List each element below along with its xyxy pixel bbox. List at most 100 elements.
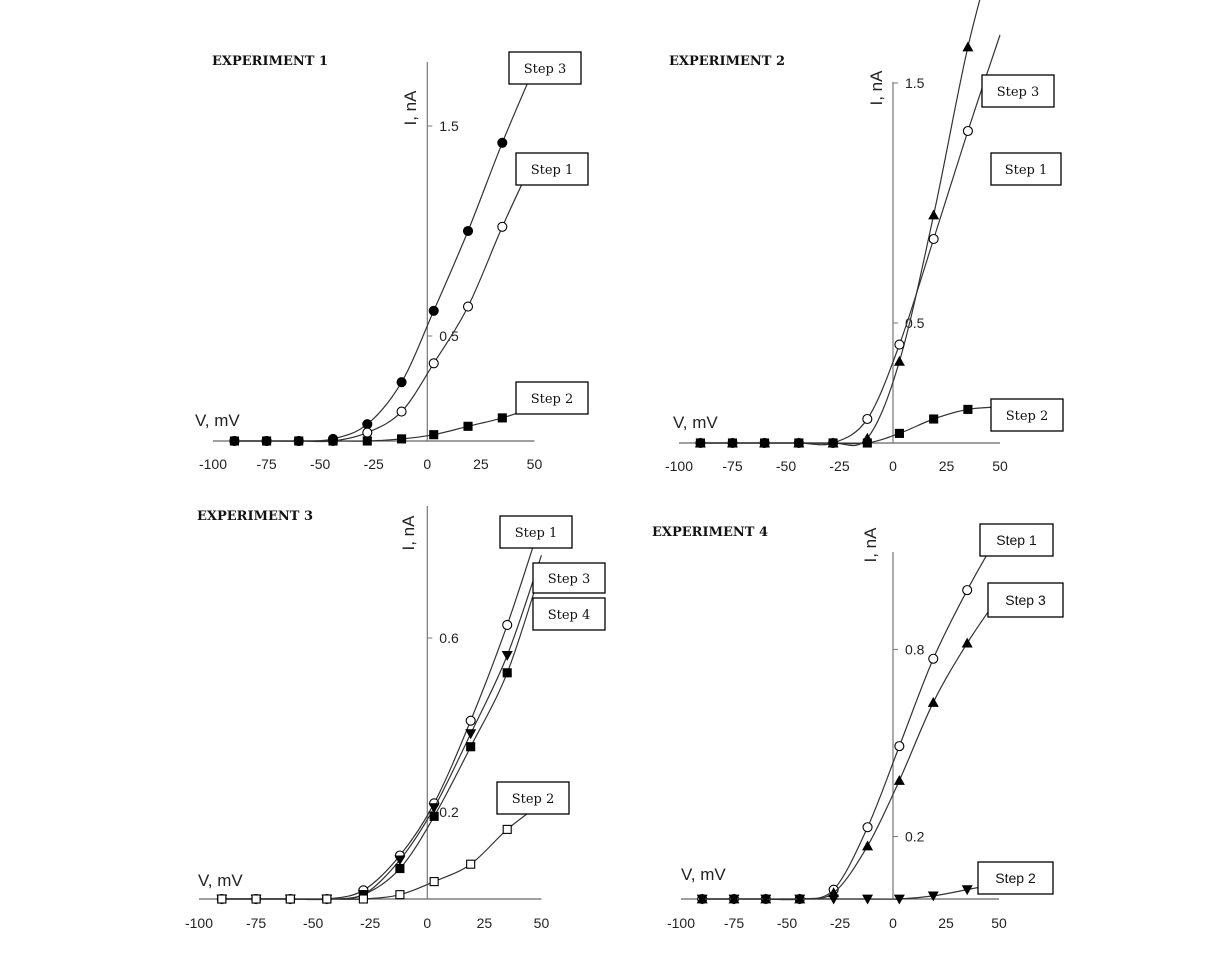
data-point <box>428 803 440 814</box>
data-point <box>927 696 939 707</box>
y-tick-label: 0.2 <box>905 829 925 845</box>
data-point <box>928 209 940 220</box>
y-tick-label: 0.2 <box>439 804 459 820</box>
step-label-frame <box>977 861 1054 895</box>
chart-panel-2: EXPERIMENT 2-100 -75 -50 -25 0 25 500.51.5I, n… <box>665 0 1064 474</box>
data-point <box>497 137 508 148</box>
step-label-box: Step 4 <box>532 597 606 631</box>
y-axis-label: I, nA <box>399 515 418 551</box>
x-tick-label: -25 <box>360 915 380 931</box>
step-label-text: Step 1 <box>1005 163 1048 178</box>
data-point <box>322 894 332 904</box>
data-point <box>397 434 407 444</box>
data-point <box>285 894 295 904</box>
data-point <box>428 305 439 316</box>
step-label-frame <box>515 152 589 186</box>
data-point <box>501 651 513 661</box>
chart-title: EXPERIMENT 1 <box>212 54 328 69</box>
data-point <box>962 41 974 52</box>
step-label-frame <box>990 152 1062 186</box>
x-tick-label: 50 <box>991 915 1007 931</box>
series-curve <box>700 406 1001 445</box>
data-point <box>294 436 304 446</box>
step-label-text: Step 2 <box>1006 409 1049 424</box>
data-point <box>962 125 973 137</box>
data-point <box>862 413 873 425</box>
x-tick-label: -25 <box>829 458 849 474</box>
data-point <box>395 863 405 874</box>
y-tick-label: 0.8 <box>905 641 925 657</box>
data-point <box>466 742 476 752</box>
data-point <box>893 894 905 905</box>
step-label-frame <box>508 51 582 85</box>
data-point <box>394 855 406 866</box>
step-label-text: Step 3 <box>524 62 567 77</box>
step-label-text: Step 1 <box>531 163 574 178</box>
data-point <box>358 894 368 904</box>
data-point <box>862 840 874 851</box>
data-point <box>928 653 939 664</box>
x-tick-label: -50 <box>776 458 796 474</box>
data-point <box>502 824 512 834</box>
series-step-3 <box>216 555 543 905</box>
data-point <box>328 436 338 446</box>
step-label-box: Step 3 <box>981 74 1055 108</box>
data-point <box>760 894 772 905</box>
data-point <box>251 894 261 904</box>
chart-panel-3: EXPERIMENT 3 -100 -75 -50 -25 0 25 50 0.2 0.6 I, n… <box>185 506 606 931</box>
x-tick-label: 0 <box>889 458 897 474</box>
data-point <box>429 877 439 887</box>
data-point <box>465 715 476 726</box>
data-point <box>362 419 373 430</box>
data-point <box>465 729 477 740</box>
series-step-3 <box>229 66 536 447</box>
data-point <box>396 377 407 388</box>
data-point <box>429 430 439 440</box>
data-point <box>862 894 874 905</box>
x-tick-label: 50 <box>527 456 543 472</box>
data-point <box>395 890 405 900</box>
data-point <box>728 894 740 905</box>
step-label-frame <box>515 381 589 415</box>
x-tick-label: 25 <box>938 915 954 931</box>
data-point <box>428 358 439 369</box>
data-point <box>961 637 973 648</box>
data-point <box>928 233 939 245</box>
data-point <box>396 406 407 417</box>
step-label-box: Step 3 <box>987 582 1064 618</box>
step-label-box: Step 1 <box>515 152 589 186</box>
chart-title: EXPERIMENT 4 <box>652 525 768 540</box>
step-label-text: Step 4 <box>548 608 591 623</box>
x-axis-label: V, mV <box>681 865 726 884</box>
series-step-2 <box>696 882 1000 905</box>
step-label-text: Step 2 <box>531 392 574 407</box>
series-curve <box>234 66 536 442</box>
y-tick-label: 0.6 <box>439 630 459 646</box>
x-tick-label: -100 <box>199 456 227 472</box>
y-tick-label: 0.5 <box>439 328 459 344</box>
x-axis-label: V, mV <box>198 871 243 890</box>
series-curve <box>700 34 1001 446</box>
series-step-1 <box>695 34 1001 449</box>
data-point <box>217 894 227 904</box>
data-point <box>894 428 904 438</box>
data-point <box>497 221 508 232</box>
step-label-frame <box>496 781 570 815</box>
x-tick-label: -75 <box>722 458 742 474</box>
step-label-frame <box>990 398 1064 432</box>
x-tick-label: -50 <box>303 915 323 931</box>
x-axis-label: V, mV <box>195 411 240 430</box>
data-point <box>462 225 474 237</box>
step-label-box: Step 1 <box>990 152 1062 186</box>
data-point <box>893 355 905 366</box>
data-point <box>794 438 804 448</box>
series-curve <box>702 882 1000 900</box>
data-point <box>962 585 973 596</box>
series-step-1 <box>697 533 1000 905</box>
x-tick-label: -100 <box>667 915 695 931</box>
data-point <box>727 438 738 448</box>
series-curve <box>221 802 542 900</box>
y-axis-label: I, nA <box>867 70 886 106</box>
series-curve <box>221 568 543 900</box>
